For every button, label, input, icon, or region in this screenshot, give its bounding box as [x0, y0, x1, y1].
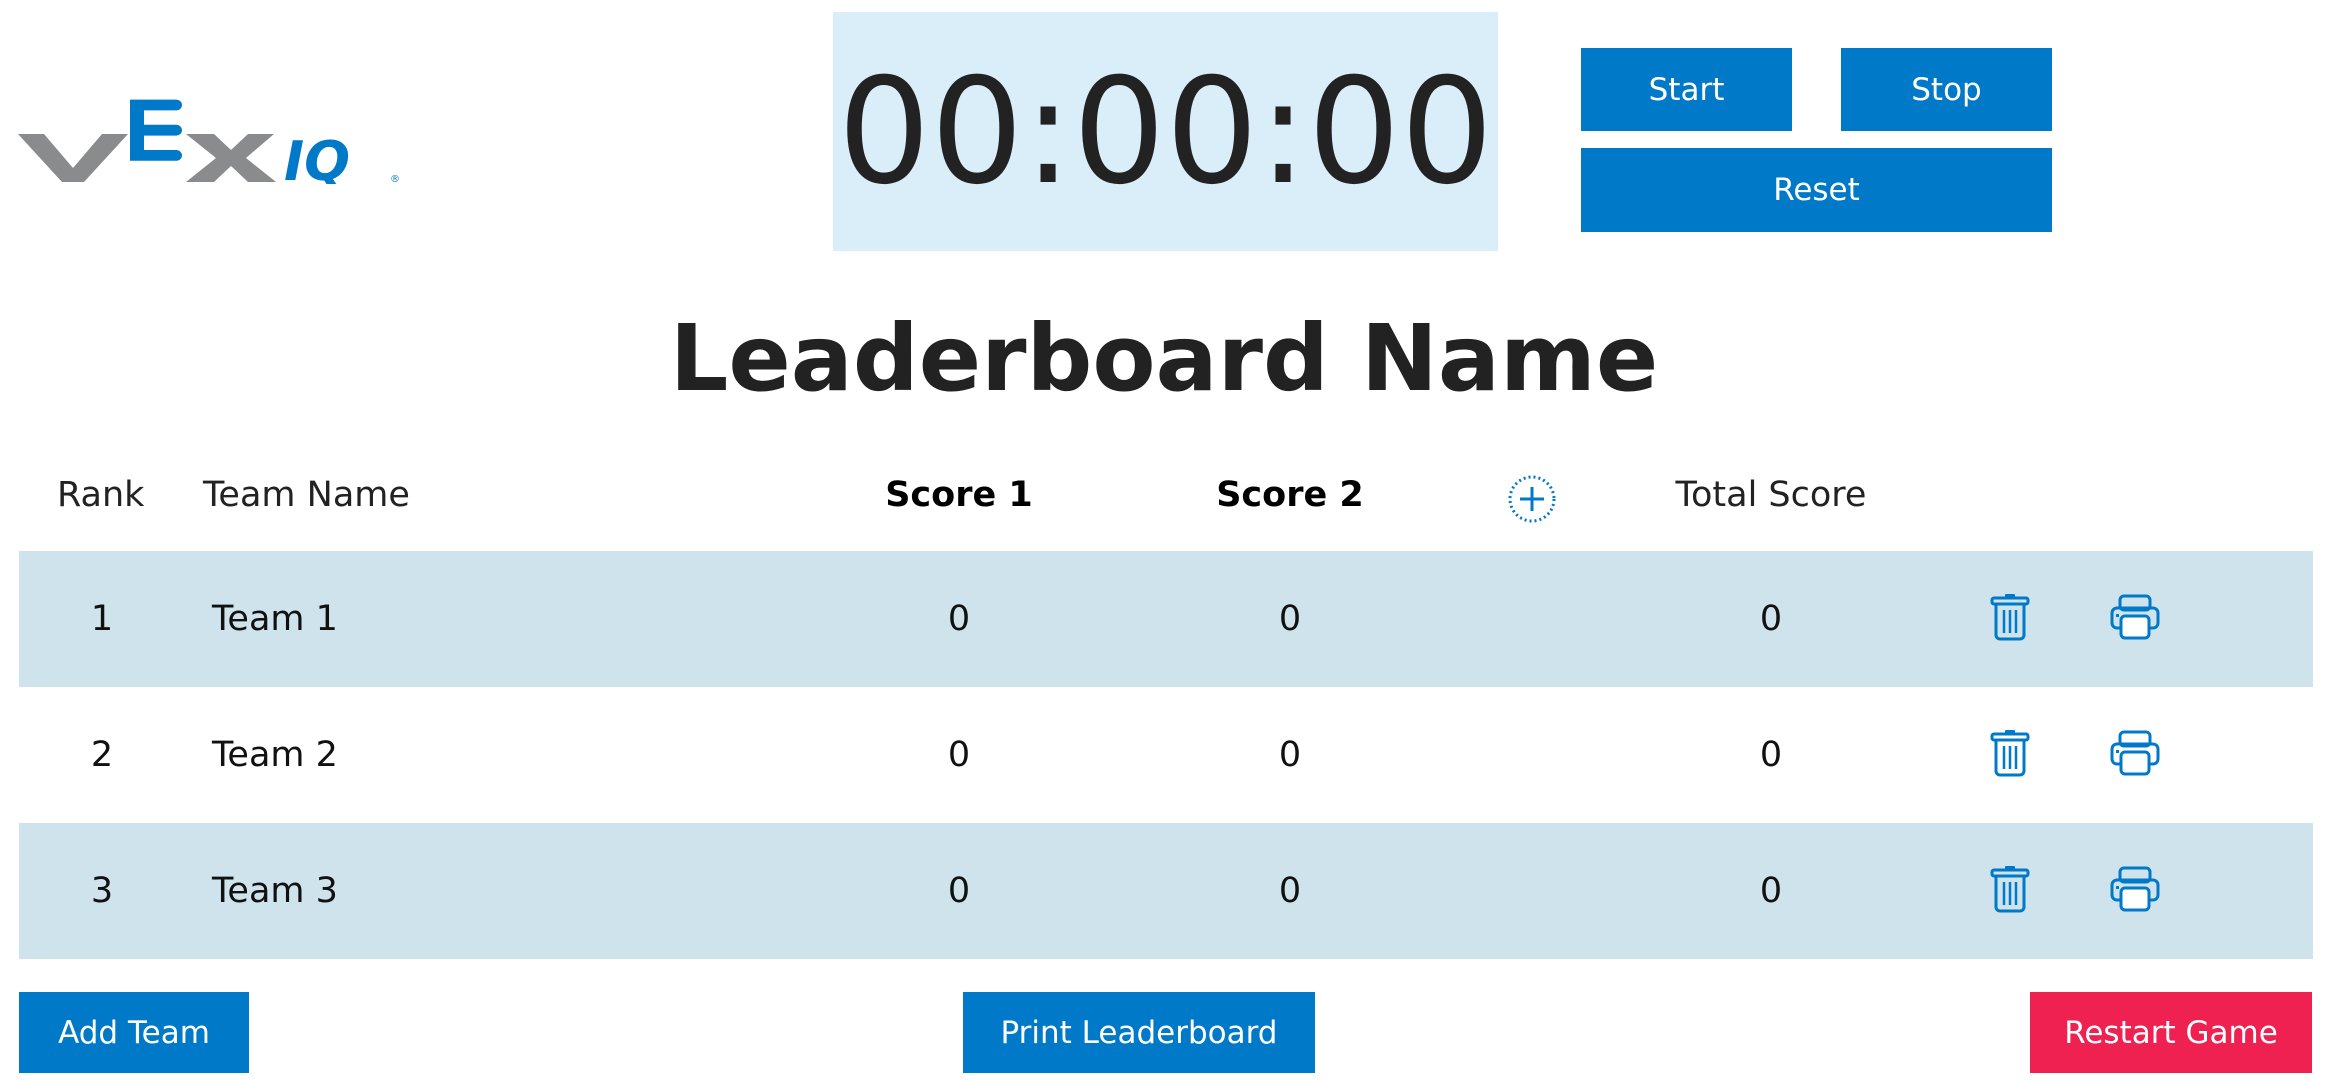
timer-display: 00:00:00: [833, 12, 1498, 251]
table-row: 1 Team 1 0 0 0: [19, 551, 2313, 687]
score-2-cell[interactable]: 0: [1278, 871, 1302, 911]
printer-icon[interactable]: [2110, 866, 2160, 916]
reset-button[interactable]: Reset: [1581, 148, 2052, 232]
score-1-cell[interactable]: 0: [947, 871, 971, 911]
rank-cell: 2: [90, 735, 114, 775]
restart-game-button[interactable]: Restart Game: [2030, 992, 2312, 1073]
table-row: 2 Team 2 0 0 0: [19, 687, 2313, 823]
svg-text:IQ: IQ: [284, 130, 350, 184]
rank-cell: 1: [90, 599, 114, 639]
table-row: 3 Team 3 0 0 0: [19, 823, 2313, 959]
printer-icon[interactable]: [2110, 594, 2160, 644]
svg-text:®: ®: [390, 174, 400, 184]
printer-icon[interactable]: [2110, 730, 2160, 780]
vex-iq-logo: IQ ®: [18, 98, 408, 193]
header-score-2[interactable]: Score 2: [1216, 475, 1364, 515]
team-name-cell[interactable]: Team 2: [212, 735, 338, 775]
total-score-cell: 0: [1759, 871, 1783, 911]
print-leaderboard-button[interactable]: Print Leaderboard: [963, 992, 1315, 1073]
header-total-score: Total Score: [1675, 475, 1867, 515]
score-1-cell[interactable]: 0: [947, 735, 971, 775]
rank-cell: 3: [90, 871, 114, 911]
team-name-cell[interactable]: Team 1: [212, 599, 338, 639]
header-team-name: Team Name: [203, 475, 410, 515]
header-rank: Rank: [57, 475, 145, 515]
total-score-cell: 0: [1759, 599, 1783, 639]
score-2-cell[interactable]: 0: [1278, 735, 1302, 775]
trash-icon[interactable]: [1990, 593, 2030, 645]
add-team-button[interactable]: Add Team: [19, 992, 249, 1073]
start-button[interactable]: Start: [1581, 48, 1792, 131]
stop-button[interactable]: Stop: [1841, 48, 2052, 131]
team-name-cell[interactable]: Team 3: [212, 871, 338, 911]
score-2-cell[interactable]: 0: [1278, 599, 1302, 639]
header-score-1[interactable]: Score 1: [885, 475, 1033, 515]
total-score-cell: 0: [1759, 735, 1783, 775]
trash-icon[interactable]: [1990, 729, 2030, 781]
add-column-icon[interactable]: [1508, 475, 1556, 523]
page-title: Leaderboard Name: [669, 305, 1659, 412]
score-1-cell[interactable]: 0: [947, 599, 971, 639]
trash-icon[interactable]: [1990, 865, 2030, 917]
